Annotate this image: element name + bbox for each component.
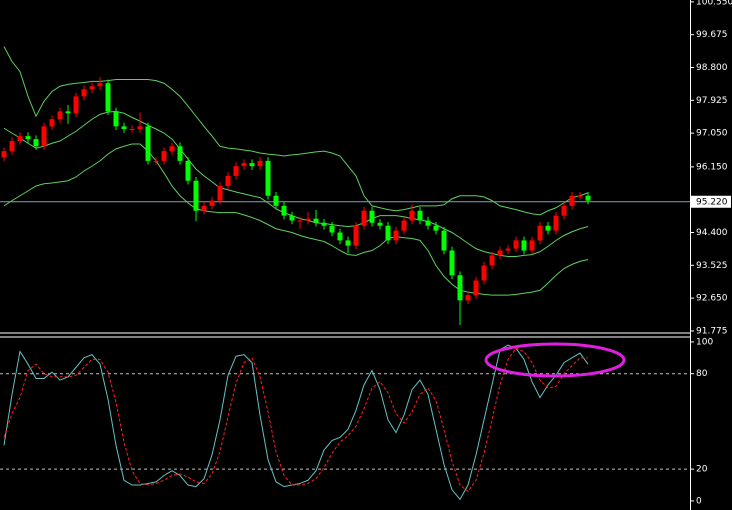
candle-body: [385, 225, 391, 241]
candle-body: [217, 186, 223, 201]
candle-body: [249, 163, 255, 167]
candle-body: [73, 96, 79, 114]
candle-body: [241, 163, 247, 167]
y-tick-label: 100.550: [696, 0, 732, 7]
candle-body: [497, 250, 503, 256]
candle-body: [145, 126, 151, 161]
candle-body: [569, 195, 575, 206]
candle-body: [393, 230, 399, 241]
candle-body: [97, 83, 103, 87]
candle-body: [313, 218, 319, 223]
candle-body: [433, 225, 439, 231]
candle-body: [545, 225, 551, 231]
candle-body: [425, 220, 431, 226]
candle-body: [105, 83, 111, 112]
candle-body: [513, 240, 519, 249]
y-tick-label: 92.650: [696, 294, 728, 304]
oscillator-panel: 100 80 20 0: [0, 337, 713, 506]
candle-body: [297, 220, 303, 222]
y-tick-label: 93.525: [696, 261, 728, 271]
candle-body: [449, 250, 455, 276]
candle-body: [9, 141, 15, 152]
candle-body: [225, 175, 231, 186]
candle-body: [57, 111, 63, 120]
candle-body: [153, 160, 159, 162]
candle-body: [505, 248, 511, 251]
candle-body: [161, 151, 167, 161]
current-price-box: [691, 195, 731, 208]
candle-body: [417, 210, 423, 221]
y-tick-label: 99.675: [696, 30, 728, 40]
candle-body: [585, 195, 591, 201]
candle-body: [81, 89, 87, 97]
highlight-ellipse: [484, 342, 626, 378]
candle-body: [65, 111, 71, 114]
y-tick-label: 97.925: [696, 96, 728, 106]
candle-body: [529, 240, 535, 251]
candle-body: [1, 151, 7, 158]
candle-body: [233, 166, 239, 176]
candle-body: [489, 255, 495, 266]
candle-body: [201, 205, 207, 211]
y-tick-label: 94.400: [696, 228, 728, 238]
candle-body: [121, 126, 127, 129]
candle-body: [193, 180, 199, 211]
candle-body: [89, 86, 95, 90]
candle-body: [337, 232, 343, 241]
candle-body: [473, 280, 479, 296]
band-upper: [3, 46, 589, 216]
candle-body: [521, 240, 527, 251]
candle-body: [137, 126, 143, 129]
candle-body: [25, 136, 31, 140]
candle-body: [401, 220, 407, 231]
candle-body: [353, 225, 359, 246]
candle-body: [465, 295, 471, 301]
candle-body: [553, 215, 559, 231]
oscillator-line: [3, 344, 589, 501]
candle-body: [49, 119, 55, 127]
y-tick-label: 100: [696, 337, 713, 347]
y-tick-label: 0: [696, 496, 702, 506]
band-middle: [3, 110, 589, 257]
candle-body: [321, 222, 327, 226]
candle-body: [577, 195, 583, 197]
candle-body: [129, 129, 135, 130]
y-tick-label: 98.800: [696, 63, 728, 73]
candle-body: [561, 205, 567, 216]
candle-body: [329, 225, 335, 233]
y-tick-label: 20: [696, 465, 708, 475]
candle-body: [41, 126, 47, 147]
price-panel: 100.550 99.675 98.800 97.925 97.050 96.150 94.…: [0, 0, 732, 336]
y-tick-label: 96.150: [696, 162, 728, 172]
candle-body: [17, 136, 23, 141]
candle-body: [209, 200, 215, 206]
candle-body: [305, 218, 311, 221]
y-tick-label: 91.775: [696, 326, 728, 336]
candle-body: [177, 146, 183, 161]
candle-body: [273, 195, 279, 206]
candle-body: [33, 139, 39, 147]
candle-body: [481, 265, 487, 281]
candle-body: [377, 222, 383, 226]
y-tick-label: 80: [696, 369, 708, 379]
candle-body: [169, 146, 175, 152]
candle-body: [409, 210, 415, 221]
candle-body: [361, 210, 367, 226]
candle-body: [113, 111, 119, 127]
current-price-label: 95.220: [696, 197, 728, 207]
y-tick-label: 97.050: [696, 129, 728, 139]
candle-body: [265, 160, 271, 196]
candle-body: [537, 225, 543, 241]
candle-body: [369, 210, 375, 223]
candle-body: [185, 160, 191, 181]
candle-body: [281, 205, 287, 216]
candle-body: [457, 275, 463, 301]
candle-body: [345, 240, 351, 246]
candle-body: [289, 215, 295, 221]
candle-body: [441, 230, 447, 251]
candle-body: [257, 160, 263, 167]
band-lower: [3, 143, 589, 296]
